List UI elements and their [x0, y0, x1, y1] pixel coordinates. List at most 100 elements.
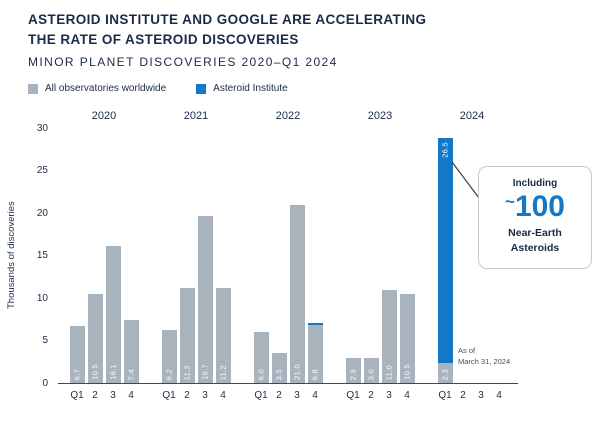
- xlabel-group-2020: Q1 2 3 4: [58, 390, 150, 401]
- xlabel-group-2024: Q1 2 3 4: [426, 390, 518, 401]
- bar-value-label: 10.5: [402, 364, 412, 380]
- bar-segment-gray: 16.1: [105, 246, 121, 383]
- year-label-2021: 2021: [183, 110, 209, 122]
- title-line-2: THE RATE OF ASTEROID DISCOVERIES: [28, 31, 299, 47]
- bar-group-2022: 6.0 3.5 21.0 6.8: [242, 128, 334, 383]
- bar-value-label: 6.8: [310, 368, 320, 380]
- xlabel-group-2022: Q1 2 3 4: [242, 390, 334, 401]
- quarter-label-2024-3: 3: [478, 390, 484, 401]
- bar-segment-gray: 6.2: [161, 330, 177, 383]
- bar-2024-Q1: 26.5 2.3: [437, 128, 453, 383]
- bar-value-label: 7.4: [126, 368, 136, 380]
- bar-2021-3: 19.7: [197, 128, 213, 383]
- quarter-label-2022-2: 2: [276, 390, 282, 401]
- callout-value: ~100: [485, 192, 585, 222]
- bar-2020-Q1: 6.7: [69, 128, 85, 383]
- quarter-label-2020-3: 3: [110, 390, 116, 401]
- bar-group-2023: 2.9 3.0 11.0 10.5: [334, 128, 426, 383]
- quarter-label-2024-Q1: Q1: [438, 390, 452, 401]
- y-tick-25: 25: [36, 165, 48, 176]
- quarter-label-2021-Q1: Q1: [162, 390, 176, 401]
- quarter-label-2023-4: 4: [404, 390, 410, 401]
- plot-area: 6.7 10.5 16.1 7.4 6.2 11.2 19.7 11.2 6.0 3.5 21.0 6…: [58, 128, 518, 384]
- bar-2021-2: 11.2: [179, 128, 195, 383]
- callout-pointer-line: [451, 161, 480, 199]
- bar-segment-gray: 11.2: [215, 287, 231, 383]
- legend-item-asteroid-institute: Asteroid Institute: [196, 83, 288, 94]
- bar-segment-gray: 10.5: [399, 293, 415, 383]
- year-label-2024: 2024: [459, 110, 485, 122]
- quarter-label-2023-2: 2: [368, 390, 374, 401]
- bar-value-label: 16.1: [108, 364, 118, 380]
- bar-2022-3: 21.0: [289, 128, 305, 383]
- bar-value-label: 11.2: [182, 364, 192, 380]
- callout-near-earth-label: Near-Earth: [508, 227, 562, 239]
- bar-segment-gray: 10.5: [87, 293, 103, 383]
- bar-segment-gray: 3.0: [363, 357, 379, 383]
- quarter-label-2020-2: 2: [92, 390, 98, 401]
- bar-segment-gray: 21.0: [289, 204, 305, 383]
- page-title: ASTEROID INSTITUTE AND GOOGLE ARE ACCELE…: [28, 10, 426, 49]
- legend-item-all-observatories: All observatories worldwide: [28, 83, 166, 94]
- bar-segment-gray: 7.4: [123, 320, 139, 383]
- bar-segment-gray: 6.0: [253, 332, 269, 383]
- bar-group-2024: 26.5 2.3: [426, 128, 518, 383]
- chart-subtitle: MINOR PLANET DISCOVERIES 2020–Q1 2024: [28, 55, 338, 69]
- bar-2022-Q1: 6.0: [253, 128, 269, 383]
- footnote-line-2: March 31, 2024: [458, 356, 511, 366]
- bar-value-label: 19.7: [200, 364, 210, 380]
- callout-box: Including ~100 Near-Earth Asteroids: [478, 166, 592, 270]
- bar-value-label: 6.2: [164, 368, 174, 380]
- quarter-label-2023-3: 3: [386, 390, 392, 401]
- y-tick-20: 20: [36, 207, 48, 219]
- bar-2023-2: 3.0: [363, 128, 379, 383]
- bar-2020-2: 10.5: [87, 128, 103, 383]
- bar-2023-4: 10.5: [399, 128, 415, 383]
- approx-tilde: ~: [505, 192, 515, 211]
- y-tick-5: 5: [42, 335, 48, 346]
- bar-2020-3: 16.1: [105, 128, 121, 383]
- bar-segment-gray: 6.7: [69, 326, 85, 383]
- callout-asteroids-label: Asteroids: [510, 241, 560, 254]
- callout-number: 100: [514, 190, 565, 223]
- legend: All observatories worldwide Asteroid Ins…: [28, 83, 288, 94]
- bar-segment-blue: 26.5: [437, 138, 453, 364]
- bar-2022-4: 6.8: [307, 128, 323, 383]
- bar-value-label: 11.2: [218, 364, 228, 380]
- legend-label-asteroid-institute: Asteroid Institute: [213, 83, 288, 94]
- footnote-as-of: As of March 31, 2024: [458, 346, 510, 368]
- year-label-2022: 2022: [275, 110, 301, 122]
- quarter-label-2023-Q1: Q1: [346, 390, 360, 401]
- bar-segment-gray: 3.5: [271, 353, 287, 383]
- bar-value-label: 2.9: [348, 368, 358, 380]
- bar-value-label: 3.0: [366, 368, 376, 380]
- quarter-label-2021-4: 4: [220, 390, 226, 401]
- xlabel-group-2021: Q1 2 3 4: [150, 390, 242, 401]
- year-label-2020: 2020: [91, 110, 117, 122]
- bar-2021-4: 11.2: [215, 128, 231, 383]
- bar-value-label: 10.5: [90, 364, 100, 380]
- y-tick-30: 30: [36, 122, 48, 134]
- year-label-2023: 2023: [367, 110, 393, 122]
- legend-swatch-blue: [196, 83, 207, 94]
- bar-2020-4: 7.4: [123, 128, 139, 383]
- bar-segment-gray: 19.7: [197, 215, 213, 383]
- y-axis-ticks: 0 5 10 15 20 25 30: [26, 123, 52, 389]
- bar-value-label: 11.0: [384, 364, 394, 380]
- bar-2023-3: 11.0: [381, 128, 397, 383]
- quarter-label-2022-Q1: Q1: [254, 390, 268, 401]
- bar-value-label: 6.7: [72, 368, 82, 380]
- bar-segment-gray: 2.9: [345, 358, 361, 383]
- bar-segment-gray: 6.8: [307, 325, 323, 383]
- bar-segment-blue: [307, 322, 323, 326]
- bar-2021-Q1: 6.2: [161, 128, 177, 383]
- bar-2023-Q1: 2.9: [345, 128, 361, 383]
- bar-chart: 2020 2021 2022 2023 2024 6.7 10.5 16.1 7.4 6.2 11…: [58, 110, 518, 401]
- footnote-line-1: As of: [458, 346, 476, 355]
- quarter-label-2020-Q1: Q1: [70, 390, 84, 401]
- bar-value-label: 3.5: [274, 368, 284, 380]
- bar-value-label: 6.0: [256, 368, 266, 380]
- bar-group-2021: 6.2 11.2 19.7 11.2: [150, 128, 242, 383]
- quarter-label-2021-2: 2: [184, 390, 190, 401]
- quarter-label-2024-2: 2: [460, 390, 466, 401]
